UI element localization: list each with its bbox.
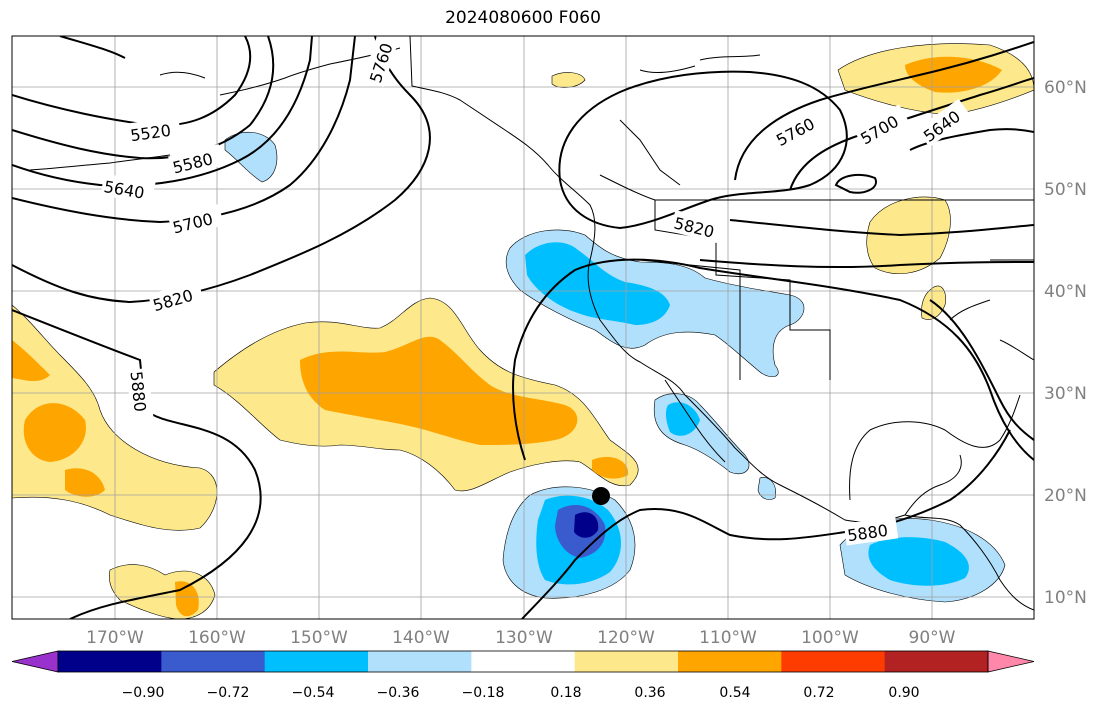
lon-label-140w: 140°W [392, 628, 450, 648]
longitude-labels: 170°W 160°W 150°W 140°W 130°W 120°W 110°… [86, 628, 956, 648]
colorbar-tick-label: −0.90 [122, 685, 165, 701]
contour-label-5880-west: 5880 [127, 370, 150, 412]
colorbar-tick-label: 0.90 [888, 685, 919, 701]
colorbar-cell [58, 651, 162, 672]
colorbar-tick-label: 0.18 [550, 685, 581, 701]
colorbar-tick-label: 0.72 [803, 685, 834, 701]
colorbar-tick-label: −0.54 [292, 685, 335, 701]
lon-label-110w: 110°W [699, 628, 757, 648]
colorbar: −0.90 −0.72 −0.54 −0.36 −0.18 0.18 0.36 … [11, 650, 1035, 701]
colorbar-cell [471, 651, 576, 672]
colorbar-cell [574, 651, 679, 672]
colorbar-cell [884, 651, 989, 672]
lat-label-10n: 10°N [1044, 588, 1087, 608]
colorbar-tick-label: −0.18 [462, 685, 505, 701]
map-frame [11, 35, 1035, 620]
latitude-labels: 60°N 50°N 40°N 30°N 20°N 10°N [1044, 78, 1087, 608]
colorbar-tick-labels: −0.90 −0.72 −0.54 −0.36 −0.18 0.18 0.36 … [122, 685, 920, 701]
lat-label-60n: 60°N [1044, 78, 1087, 98]
gridlines [12, 36, 1034, 619]
colorbar-extend-high [987, 650, 1035, 673]
lon-label-120w: 120°W [597, 628, 655, 648]
coastlines [29, 36, 1034, 611]
colorbar-tick-label: −0.72 [207, 685, 250, 701]
lat-label-50n: 50°N [1044, 180, 1087, 200]
lon-label-170w: 170°W [86, 628, 144, 648]
lon-label-150w: 150°W [290, 628, 348, 648]
map-title: 2024080600 F060 [445, 8, 601, 28]
colorbar-extend-low [11, 650, 59, 673]
lat-label-20n: 20°N [1044, 486, 1087, 506]
lat-label-40n: 40°N [1044, 282, 1087, 302]
positive-anomaly-fill [12, 43, 1034, 619]
lon-label-130w: 130°W [495, 628, 553, 648]
lon-label-90w: 90°W [909, 628, 956, 648]
lon-label-160w: 160°W [188, 628, 246, 648]
colorbar-tick-label: 0.36 [634, 685, 665, 701]
colorbar-cell [264, 651, 369, 672]
colorbar-cell [161, 651, 266, 672]
colorbar-cell [678, 651, 782, 672]
colorbar-frame [57, 650, 989, 673]
colorbar-cell [781, 651, 886, 672]
lon-label-100w: 100°W [801, 628, 859, 648]
lat-label-30n: 30°N [1044, 384, 1087, 404]
height-contours [12, 36, 1034, 619]
storm-position-marker [592, 487, 610, 505]
colorbar-tick-label: 0.54 [719, 685, 750, 701]
colorbar-tick-label: −0.36 [377, 685, 420, 701]
colorbar-cell [368, 651, 472, 672]
colorbar-cells [11, 650, 1035, 673]
